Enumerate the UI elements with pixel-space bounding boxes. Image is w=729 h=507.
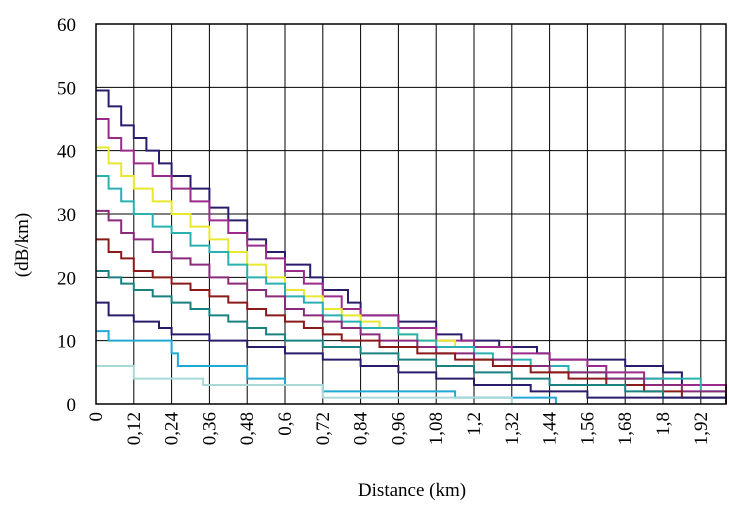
x-tick-label: 1,92 [691,412,712,445]
x-tick-label: 1,08 [426,412,447,445]
y-tick-label: 30 [57,205,76,226]
y-tick-label: 40 [57,142,76,163]
series-line-7 [96,270,726,399]
x-tick-label: 0,6 [275,412,296,436]
y-tick-labels: 0 10 20 30 40 50 60 [57,15,76,416]
series-line-3 [96,146,683,392]
x-tick-label: 0,24 [162,412,183,446]
y-tick-label: 50 [57,78,76,99]
y-tick-label: 10 [57,332,76,353]
x-tick-label: 0,96 [388,412,409,445]
x-tick-label: 0,12 [124,412,145,445]
y-axis-title: (dB/km) [12,213,33,277]
x-tick-label: 0,36 [199,412,220,445]
plot-frame [95,23,727,405]
plot-border [95,23,727,405]
series-line-2 [96,118,727,398]
x-tick-labels: 0 0,12 0,24 0,36 0,48 0,6 0,72 0,84 0,96 1,08 1,2 1… [86,412,712,446]
x-tick-label: 1,2 [464,412,485,436]
x-tick-label: 0,72 [313,412,334,445]
x-tick-label: 0,84 [351,412,372,446]
series-group [96,89,727,404]
series-line-10 [96,365,513,404]
x-tick-label: 0 [86,412,107,422]
x-tick-label: 0,48 [237,412,258,445]
y-tick-label: 0 [67,395,77,416]
x-tick-label: 1,32 [502,412,523,445]
x-tick-label: 1,68 [615,412,636,445]
y-tick-label: 20 [57,268,76,289]
y-tick-label: 60 [57,15,76,36]
x-tick-label: 1,56 [577,412,598,445]
series-line-8 [96,301,726,399]
x-axis-title: Distance (km) [358,480,466,501]
series-line-6 [96,238,727,404]
x-tick-label: 1,44 [540,412,561,446]
series-line-9 [96,330,557,404]
x-tick-label: 1,8 [653,412,674,436]
